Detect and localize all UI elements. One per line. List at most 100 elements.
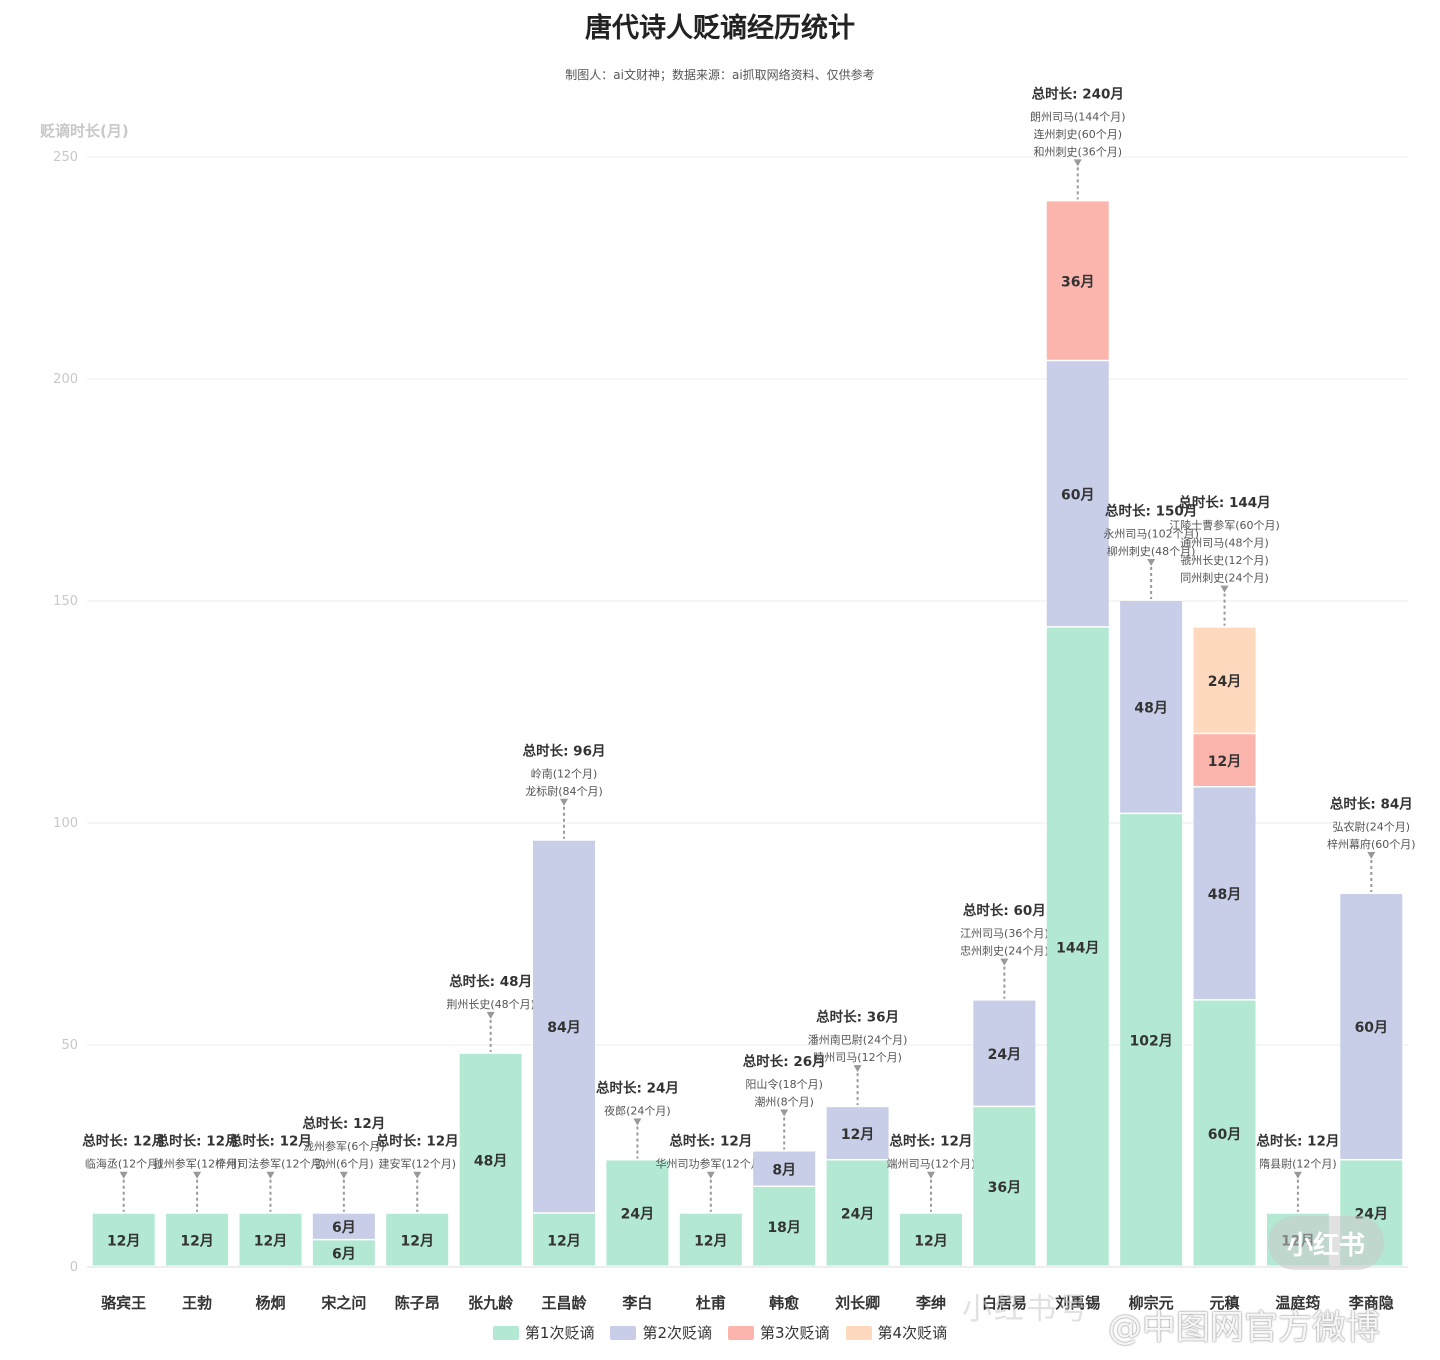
x-tick-label: 骆宾王: [101, 1294, 146, 1312]
legend-item[interactable]: 第4次贬谪: [845, 1322, 948, 1343]
x-tick-label: 白居易: [982, 1294, 1027, 1312]
annotation-detail: 泷州参军(6个月): [303, 1139, 385, 1153]
legend-item[interactable]: 第1次贬谪: [492, 1322, 595, 1343]
annotation-detail: 钦州(6个月): [314, 1158, 374, 1171]
bar-segment: [312, 1213, 375, 1239]
legend-item[interactable]: 第2次贬谪: [610, 1322, 712, 1343]
bar-segment: [973, 1000, 1036, 1106]
leader-arrow-icon: [1073, 159, 1082, 167]
bar-segment: [166, 1213, 229, 1266]
bar-value-label: 48月: [1208, 887, 1241, 903]
bar-segment: [826, 1160, 889, 1266]
annotation-detail: 弘农尉(24个月): [1333, 820, 1411, 834]
annotation-detail: 阳山令(18个月): [745, 1077, 823, 1091]
bar-value-label: 12月: [694, 1233, 727, 1249]
bar-value-label: 12月: [254, 1233, 287, 1249]
annotation-total: 总时长: 12月: [890, 1133, 973, 1150]
annotation-total: 总时长: 12月: [82, 1133, 165, 1150]
bar-segment: [1046, 201, 1109, 360]
bar-value-label: 60月: [1355, 1020, 1388, 1036]
bar-segment: [1120, 814, 1183, 1266]
x-tick-label: 陈子昂: [395, 1294, 440, 1312]
bar-value-label: 60月: [1061, 487, 1094, 503]
leader-arrow-icon: [413, 1171, 422, 1179]
bar-value-label: 144月: [1056, 940, 1099, 956]
bar-segment: [973, 1107, 1036, 1266]
x-tick-label: 李商隐: [1348, 1294, 1394, 1312]
legend-swatch-icon: [610, 1325, 637, 1340]
annotation-detail: 江州司马(36个月): [960, 927, 1049, 940]
annotation-detail: 潘州南巴尉(24个月): [808, 1033, 908, 1047]
legend-swatch-icon: [845, 1325, 872, 1340]
bar-segment: [753, 1151, 816, 1186]
leader-arrow-icon: [1220, 585, 1229, 593]
annotation-detail: 睦州司马(12个月): [813, 1051, 902, 1064]
xiaohongshu-logo-icon: 小红书: [1268, 1216, 1384, 1270]
annotation-total: 总时长: 84月: [1330, 796, 1413, 813]
leader-arrow-icon: [853, 1065, 862, 1073]
y-tick-label: 200: [53, 372, 78, 387]
bar-value-label: 8月: [772, 1162, 796, 1178]
x-tick-label: 宋之问: [320, 1294, 366, 1312]
x-tick-label: 韩愈: [769, 1294, 800, 1312]
chart-legend: 第1次贬谪 第2次贬谪 第3次贬谪 第4次贬谪: [0, 1322, 1440, 1343]
bar-value-label: 12月: [107, 1233, 140, 1249]
legend-label: 第4次贬谪: [877, 1324, 948, 1342]
bar-value-label: 6月: [332, 1220, 356, 1236]
leader-arrow-icon: [560, 798, 569, 806]
bar-segment: [753, 1187, 816, 1266]
annotation-detail: 柳州刺史(48个月): [1107, 544, 1196, 558]
bar-segment: [92, 1213, 155, 1266]
annotation-total: 总时长: 144月: [1178, 494, 1270, 511]
annotation-detail: 临海丞(12个月): [85, 1157, 163, 1171]
annotation-detail: 朗州司马(144个月): [1030, 110, 1126, 123]
legend-label: 第1次贬谪: [524, 1324, 595, 1342]
annotation-detail: 连州刺史(60个月): [1033, 128, 1122, 141]
annotation-detail: 和州刺史(36个月): [1033, 145, 1122, 158]
annotation-total: 总时长: 60月: [963, 902, 1046, 919]
x-tick-label: 刘长卿: [835, 1294, 880, 1312]
x-tick-label: 元稹: [1210, 1294, 1240, 1312]
legend-item[interactable]: 第3次贬谪: [728, 1322, 830, 1343]
x-tick-label: 张九龄: [468, 1294, 514, 1312]
bar-value-label: 24月: [1208, 674, 1241, 690]
annotation-total: 总时长: 36月: [816, 1009, 899, 1026]
annotation-total: 总时长: 12月: [376, 1133, 459, 1150]
x-tick-label: 杨炯: [255, 1294, 285, 1312]
bar-segment: [1046, 627, 1109, 1266]
bar-segment: [1340, 894, 1403, 1159]
bar-segment: [1193, 734, 1256, 786]
bar-segment: [826, 1107, 889, 1159]
bar-value-label: 102月: [1130, 1034, 1173, 1050]
annotation-detail: 虢州参军(12个月): [153, 1157, 242, 1171]
chart-title: 唐代诗人贬谪经历统计: [585, 13, 855, 44]
annotation-detail: 华州司功参军(12个月): [656, 1157, 767, 1171]
leader-arrow-icon: [266, 1171, 275, 1179]
annotation-detail: 岭南(12个月): [531, 766, 598, 780]
x-tick-label: 王昌龄: [542, 1294, 588, 1312]
bar-value-label: 12月: [180, 1233, 213, 1249]
bar-segment: [312, 1240, 375, 1266]
bar-segment: [1193, 1000, 1256, 1266]
chart-subtitle: 制图人：ai文财神；数据来源：ai抓取网络资料、仅供参考: [565, 68, 875, 82]
x-tick-label: 刘禹锡: [1055, 1294, 1100, 1312]
leader-arrow-icon: [780, 1109, 789, 1117]
annotation-total: 总时长: 48月: [449, 973, 532, 990]
annotation-detail: 通州司马(48个月): [1180, 537, 1269, 550]
x-tick-label: 柳宗元: [1129, 1294, 1174, 1312]
annotation-total: 总时长: 12月: [156, 1133, 239, 1150]
bar-value-label: 48月: [1134, 701, 1167, 717]
leader-arrow-icon: [926, 1171, 935, 1179]
annotation-detail: 潮州(8个月): [754, 1095, 814, 1109]
leader-arrow-icon: [1000, 958, 1009, 966]
bar-segment: [386, 1213, 449, 1266]
annotation-detail: 隋县尉(12个月): [1259, 1157, 1337, 1171]
weibo-watermark: @中图网官方微博: [1108, 1308, 1380, 1348]
leader-arrow-icon: [1293, 1171, 1302, 1179]
annotation-total: 总时长: 12月: [1256, 1133, 1339, 1150]
annotation-detail: 同州刺史(24个月): [1180, 572, 1269, 585]
legend-label: 第2次贬谪: [642, 1324, 712, 1342]
x-tick-label: 王勃: [182, 1294, 212, 1312]
bar-value-label: 12月: [914, 1233, 947, 1249]
